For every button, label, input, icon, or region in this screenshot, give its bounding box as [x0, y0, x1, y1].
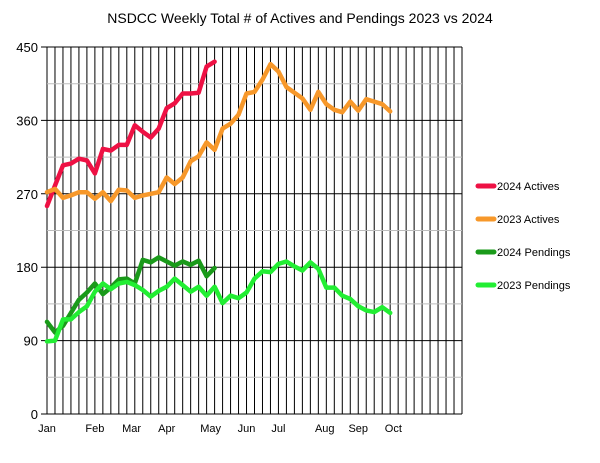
- legend-label: 2024 Actives: [497, 181, 560, 193]
- x-month-label: Jan: [38, 423, 56, 435]
- series-line: [44, 61, 393, 204]
- grid-layer: [41, 46, 463, 415]
- y-tick-label: 0: [31, 407, 38, 422]
- y-tick-label: 90: [24, 334, 38, 349]
- x-month-label: Aug: [315, 423, 335, 435]
- legend-label: 2023 Actives: [497, 214, 560, 226]
- x-month-label: Jun: [238, 423, 256, 435]
- x-month-label: Feb: [85, 423, 104, 435]
- y-tick-label: 450: [16, 40, 38, 55]
- x-month-label: Jul: [271, 423, 285, 435]
- y-tick-label: 270: [16, 187, 38, 202]
- chart-title: NSDCC Weekly Total # of Actives and Pend…: [107, 10, 493, 26]
- x-month-label: Oct: [385, 423, 402, 435]
- axis-layer: 0 90 180 270 360 450 Jan Feb Mar Apr May Jun Jul Aug S…: [16, 40, 402, 435]
- series-line: [44, 259, 393, 344]
- legend-label: 2023 Pendings: [497, 280, 571, 292]
- x-month-label: May: [200, 423, 221, 435]
- y-tick-label: 360: [16, 113, 38, 128]
- x-month-label: Sep: [348, 423, 368, 435]
- y-tick-label: 180: [16, 260, 38, 275]
- x-month-label: Mar: [122, 423, 141, 435]
- legend-layer: 2024 Actives 2023 Actives 2024 Pendings 202…: [475, 181, 571, 292]
- series-line: [44, 59, 217, 209]
- x-month-label: Apr: [158, 423, 175, 435]
- series-line: [44, 255, 217, 335]
- legend-label: 2024 Pendings: [497, 247, 571, 259]
- series-layer: [44, 59, 393, 344]
